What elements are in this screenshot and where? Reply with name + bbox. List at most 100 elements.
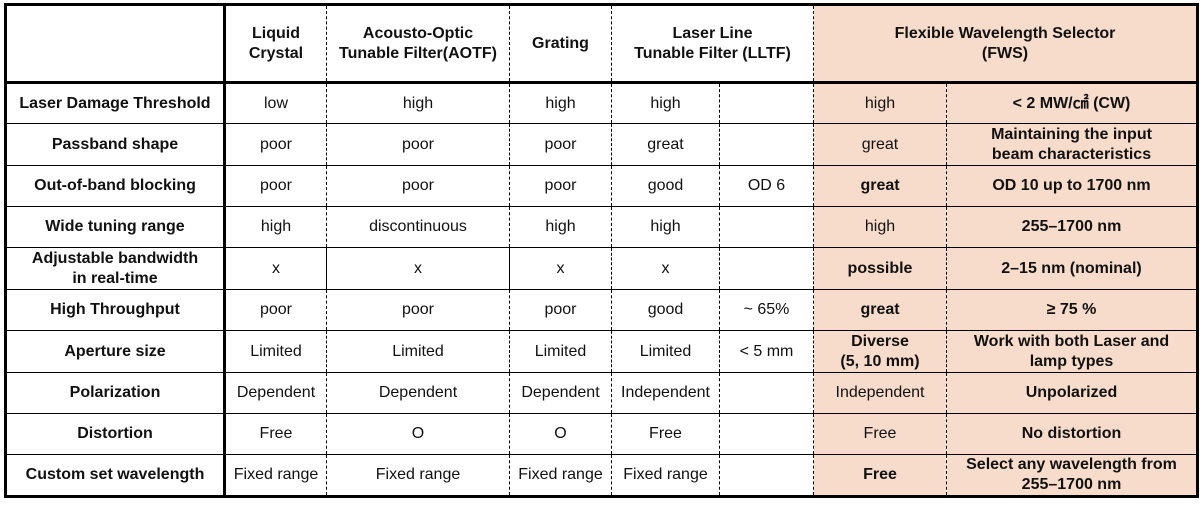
cell-fws-spec: Work with both Laser and lamp types [946,330,1198,373]
cell-lc: high [223,206,327,248]
cell-lltf: Fixed range [611,454,720,497]
row-label-line: Polarization [69,384,161,401]
cell-lltf: Free [611,413,720,455]
header-grating: Grating [509,4,612,84]
row-label: Adjustable bandwidth in real-time [5,247,225,290]
cell-line: No distortion [1021,425,1122,442]
cell-lltf: high [611,82,720,124]
cell-fws: Diverse (5, 10 mm) [813,330,947,373]
cell-line: 255–1700 nm [1021,218,1122,235]
cell-grating: high [509,82,612,124]
cell-line: Unpolarized [1025,384,1118,401]
table-row: Distortion Free O O Free Free No distortion [5,413,1198,455]
cell-lltf-note: < 5 mm [719,330,814,373]
row-label: Passband shape [5,123,225,166]
cell-lc: poor [223,123,327,166]
row-label: Aperture size [5,330,225,373]
cell-line: beam characteristics [991,145,1152,163]
cell-lltf: Limited [611,330,720,373]
cell-lltf-note [719,247,814,290]
cell-grating: O [509,413,612,455]
cell-line: (5, 10 mm) [840,352,920,370]
cell-aotf: O [326,413,510,455]
cell-lc: poor [223,165,327,207]
cell-grating: Dependent [509,372,612,414]
row-label-line: Laser Damage Threshold [19,94,211,112]
row-label: Wide tuning range [5,206,225,248]
row-label: Out-of-band blocking [5,165,225,207]
cell-aotf: discontinuous [326,206,510,248]
cell-line: Select any wavelength from [966,456,1177,473]
header-fws: Flexible Wavelength Selector (FWS) [813,4,1198,84]
cell-fws: high [813,206,947,248]
cell-fws-spec: OD 10 up to 1700 nm [946,165,1198,207]
cell-line: 255–1700 nm [1021,476,1122,493]
cell-fws: Free [813,454,947,497]
cell-line: ≥ 75 % [1046,301,1097,318]
cell-lltf-note: OD 6 [719,165,814,207]
cell-fws: Independent [813,372,947,414]
cell-fws: possible [813,247,947,290]
cell-lc: poor [223,289,327,331]
cell-grating: high [509,206,612,248]
row-label-line: Out-of-band blocking [34,177,196,194]
cell-aotf: poor [326,123,510,166]
table-row: Out-of-band blocking poor poor poor good OD 6… [5,165,1198,207]
header-blank [5,4,225,84]
cell-lc: x [223,247,327,290]
cell-grating: x [509,247,612,290]
cell-aotf: Fixed range [326,454,510,497]
table-row: Laser Damage Threshold low high high high hig… [6,82,1198,124]
cell-fws: Free [813,413,947,455]
row-label-line: High Throughput [50,301,180,318]
cell-fws-spec: Select any wavelength from 255–1700 nm [946,454,1198,497]
cell-grating: Fixed range [509,454,612,497]
header-lltf: Laser Line Tunable Filter (LLTF) [611,4,814,84]
table-row: Custom set wavelength Fixed range Fixed ra… [5,454,1198,497]
row-label-line: Custom set wavelength [25,466,205,483]
cell-lltf: Independent [611,372,720,414]
header-aotf: Acousto-Optic Tunable Filter(AOTF) [326,4,510,84]
cell-lc: low [223,82,327,124]
cell-fws-spec: No distortion [946,413,1198,455]
cell-aotf: high [326,82,510,124]
row-label: Polarization [5,372,225,414]
cell-fws-spec: 2–15 nm (nominal) [946,247,1198,290]
cell-line: OD 10 up to 1700 nm [992,177,1151,194]
cell-aotf: Dependent [326,372,510,414]
cell-lltf-note [719,454,814,497]
cell-fws: great [813,165,947,207]
row-label-line: in real-time [72,269,158,287]
cell-lltf-note [719,413,814,455]
row-label: Custom set wavelength [5,454,225,497]
header-row: Liquid Crystal Acousto-Optic Tunable Filte… [5,4,1198,84]
cell-aotf: Limited [326,330,510,373]
cell-lc: Dependent [223,372,327,414]
cell-fws: high [813,82,947,124]
cell-fws: great [813,123,947,166]
cell-lltf-note [719,372,814,414]
cell-line: 2–15 nm (nominal) [1001,259,1142,277]
row-label: High Throughput [5,289,225,331]
cell-lc: Fixed range [223,454,327,497]
cell-aotf: poor [326,165,510,207]
cell-lltf-note [719,123,814,166]
cell-lltf: great [611,123,720,166]
row-label-line: Distortion [77,425,153,442]
table-row: Wide tuning range high discontinuous high hi… [5,206,1198,248]
cell-line: < 2 MW/㎠ (CW) [1012,94,1131,112]
cell-lltf-note: ~ 65% [719,289,814,331]
cell-grating: poor [509,289,612,331]
cell-grating: Limited [509,330,612,373]
table-row: Passband shape poor poor poor great great Main… [5,123,1198,166]
row-label-line: Aperture size [64,342,166,360]
table-row: High Throughput poor poor poor good ~ 65% grea… [5,289,1198,331]
cell-line: Work with both Laser and [973,332,1170,350]
table-row: Polarization Dependent Dependent Dependent I… [5,372,1198,414]
cell-aotf: poor [326,289,510,331]
table-body: Laser Damage Threshold low high high high hig… [5,82,1198,497]
row-label-line: Passband shape [51,135,179,153]
cell-fws-spec: ≥ 75 % [946,289,1198,331]
cell-lltf: x [611,247,720,290]
comparison-table-container: Liquid Crystal Acousto-Optic Tunable Filte… [4,3,1199,498]
